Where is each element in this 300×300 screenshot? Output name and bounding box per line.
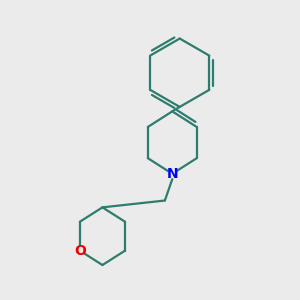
Text: N: N (167, 167, 178, 181)
Text: O: O (74, 244, 86, 258)
